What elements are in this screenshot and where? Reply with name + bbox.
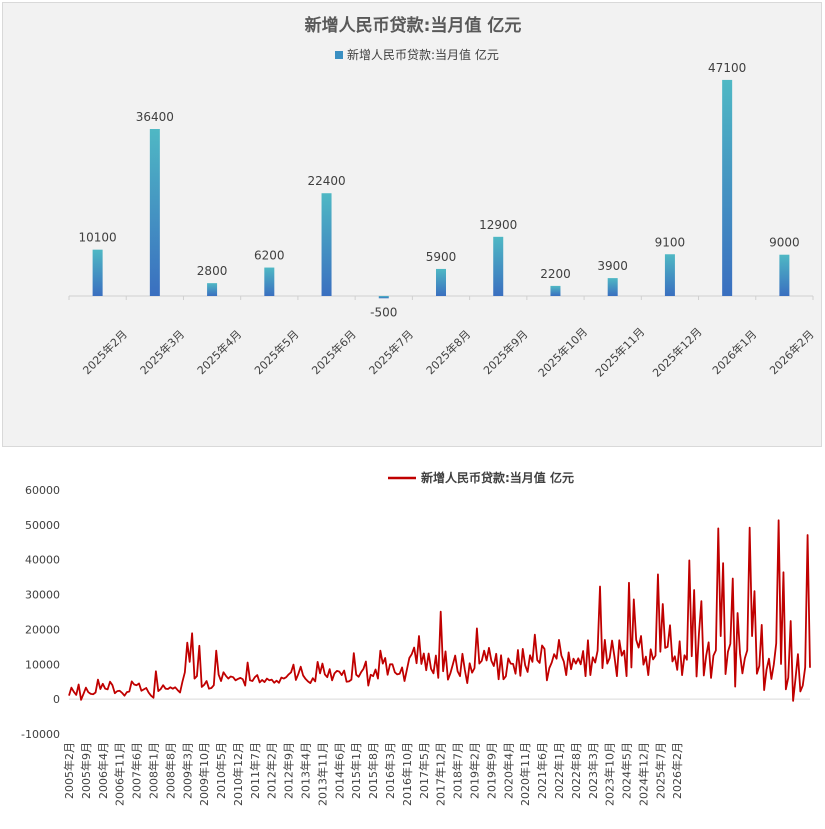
x-tick-label: 2018年7月 [451,742,465,799]
bar-value-label: 22400 [307,174,345,188]
y-tick-label: 0 [53,693,60,706]
y-tick-label: 40000 [25,554,60,567]
x-tick-label: 2009年10月 [197,742,211,806]
bar [149,129,160,296]
bar-value-label: 36400 [136,110,174,124]
bar [436,268,446,296]
y-tick-label: 60000 [25,484,60,497]
x-tick-label: 2016年10月 [400,742,414,806]
x-tick-label: 2009年3月 [180,742,194,799]
bar-value-label: 3900 [597,259,628,273]
y-tick-label: 10000 [25,658,60,671]
x-tick-label: 2024年5月 [620,742,634,799]
y-tick-label: 50000 [25,519,60,532]
x-tick-label: 2022年8月 [569,742,583,799]
bar-category-label: 2025年7月 [366,327,416,377]
line-chart: 新增人民币贷款:当月值 亿元 -10000 0 10000 20000 30000 400… [21,470,811,806]
bar-value-label: 47100 [708,61,746,75]
bar-value-label: 9000 [769,236,800,250]
x-tick-label: 2023年10月 [603,742,617,806]
bar [550,285,561,296]
line-series-path [68,519,811,702]
x-tick-label: 2013年4月 [299,742,313,799]
bar [493,236,504,296]
x-tick-label: 2017年5月 [417,742,431,799]
x-tick-label: 2010年12月 [231,742,245,806]
bar-chart: 新增人民币贷款:当月值 亿元 新增人民币贷款:当月值 亿元 10100 2025年… [68,15,817,380]
x-tick-label: 2006年4月 [96,742,110,799]
bar-category-label: 2025年5月 [251,327,301,377]
y-tick-label: -10000 [21,728,60,741]
bar [664,254,675,296]
bar-category-label: 2025年11月 [592,325,647,380]
x-tick-label: 2005年2月 [62,742,76,799]
x-tick-label: 2024年12月 [636,742,650,806]
x-tick-label: 2012年2月 [265,742,279,799]
x-tick-label: 2008年1月 [146,742,160,799]
bar-category-label: 2025年3月 [137,327,187,377]
x-tick-label: 2016年3月 [383,742,397,799]
x-tick-label: 2014年6月 [332,742,346,799]
x-tick-label: 2005年9月 [79,742,93,799]
bar-value-label: -500 [370,305,397,319]
bar-value-label: 10100 [79,231,117,245]
bar-value-label: 2800 [197,264,228,278]
bar [378,296,389,299]
x-tick-label: 2017年12月 [434,742,448,806]
bar-category-label: 2025年10月 [535,325,590,380]
x-tick-label: 2008年8月 [163,742,177,799]
line-legend-label: 新增人民币贷款:当月值 亿元 [421,470,574,485]
x-tick-label: 2007年6月 [130,742,144,799]
x-tick-label: 2012年9月 [282,742,296,799]
bar-category-label: 2026年1月 [709,327,759,377]
bar [92,249,103,296]
x-tick-label: 2015年1月 [349,742,363,799]
bar [264,267,275,296]
bar-chart-title: 新增人民币贷款:当月值 亿元 [305,15,522,36]
x-tick-label: 2006年11月 [113,742,127,806]
x-tick-label: 2026年2月 [670,742,684,799]
bar-legend-swatch [335,51,343,59]
bar-chart-panel: 新增人民币贷款:当月值 亿元 新增人民币贷款:当月值 亿元 10100 2025年… [2,2,822,447]
bar-category-label: 2025年12月 [650,325,705,380]
bar-value-label: 2200 [540,267,571,281]
x-tick-label: 2015年8月 [366,742,380,799]
y-tick-label: 20000 [25,623,60,636]
x-tick-label: 2020年4月 [501,742,515,799]
bar [722,79,733,297]
bar-value-label: 12900 [479,218,517,232]
x-tick-label: 2020年11月 [518,742,532,806]
bar-category-label: 2025年4月 [194,327,244,377]
bar-category-label: 2026年2月 [766,327,816,377]
x-tick-label: 2013年11月 [315,742,329,806]
y-tick-label: 30000 [25,589,60,602]
bar-legend-label: 新增人民币贷款:当月值 亿元 [347,47,499,62]
bar [207,283,218,296]
x-tick-label: 2019年2月 [467,742,481,799]
bar-category-label: 2025年2月 [80,327,130,377]
x-tick-label: 2010年5月 [214,742,228,799]
bar [321,193,332,296]
x-tick-label: 2022年1月 [552,742,566,799]
bar-category-label: 2025年8月 [423,327,473,377]
bar-category-label: 2025年9月 [480,327,530,377]
x-tick-label: 2011年7月 [248,742,262,799]
x-tick-label: 2019年9月 [484,742,498,799]
bar-value-label: 9100 [655,235,686,249]
line-chart-panel: 新增人民币贷款:当月值 亿元 -10000 0 10000 20000 30000 400… [0,452,825,829]
bar-value-label: 6200 [254,249,285,263]
x-tick-label: 2023年3月 [586,742,600,799]
x-tick-label: 2021年6月 [535,742,549,799]
x-tick-label: 2025年7月 [653,742,667,799]
bar-value-label: 5900 [426,250,457,264]
bar [779,254,790,296]
bar-category-label: 2025年6月 [309,327,359,377]
bar [607,278,618,296]
